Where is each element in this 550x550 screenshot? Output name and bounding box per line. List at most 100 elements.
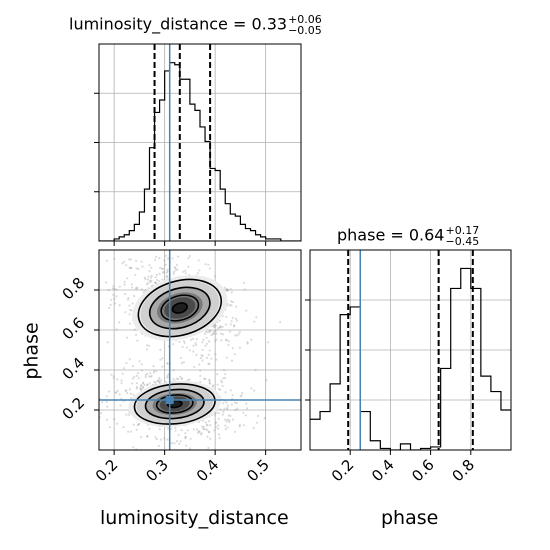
sample-point <box>137 377 140 380</box>
sample-point <box>246 341 249 344</box>
sample-point <box>146 282 150 285</box>
sample-point <box>138 360 141 363</box>
sample-point <box>140 436 143 439</box>
sample-point <box>96 396 98 398</box>
sample-point <box>173 266 176 269</box>
sample-point <box>141 246 143 248</box>
sample-point <box>222 410 225 413</box>
sample-point <box>182 270 185 273</box>
sample-point <box>165 229 167 231</box>
sample-point <box>152 371 155 374</box>
sample-point <box>159 438 162 441</box>
sample-point <box>121 262 124 265</box>
sample-point <box>121 372 124 375</box>
sample-point <box>101 401 104 404</box>
sample-point <box>111 287 114 290</box>
sample-point <box>221 333 225 336</box>
sample-point <box>123 260 126 263</box>
sample-point <box>267 341 270 344</box>
sample-point <box>196 272 199 275</box>
sample-point <box>144 277 147 281</box>
sample-point <box>125 336 128 339</box>
sample-point <box>189 447 192 450</box>
sample-point <box>149 375 152 378</box>
sample-point <box>136 423 139 427</box>
sample-point <box>238 423 241 427</box>
sample-point <box>235 401 238 405</box>
sample-point <box>180 362 183 365</box>
sample-point <box>131 382 134 385</box>
sample-point <box>184 432 187 435</box>
ph-title-lower-error: −0.45 <box>445 235 480 248</box>
sample-point <box>130 266 133 269</box>
sample-point <box>94 379 96 381</box>
sample-point <box>201 354 204 358</box>
sample-point <box>219 326 222 329</box>
sample-point <box>244 414 247 417</box>
sample-point <box>207 362 210 365</box>
sample-point <box>216 327 219 330</box>
sample-point <box>206 331 209 334</box>
sample-point <box>185 346 189 349</box>
sample-point <box>189 437 192 440</box>
sample-point <box>106 341 109 344</box>
sample-point <box>207 330 211 334</box>
sample-point <box>83 389 85 391</box>
sample-point <box>180 377 183 380</box>
sample-point <box>128 266 131 269</box>
sample-point <box>149 281 152 284</box>
sample-point <box>230 359 234 362</box>
sample-point <box>234 430 237 433</box>
sample-point <box>136 372 140 375</box>
sample-point <box>128 258 131 261</box>
sample-point <box>204 344 207 347</box>
sample-point <box>124 311 127 314</box>
sample-point <box>128 313 131 316</box>
sample-point <box>123 280 126 284</box>
sample-point <box>183 341 186 344</box>
sample-point <box>129 392 132 395</box>
sample-point <box>218 433 221 436</box>
sample-point <box>174 266 177 269</box>
sample-point <box>172 369 175 372</box>
sample-point <box>231 394 234 397</box>
sample-point <box>230 320 233 323</box>
sample-point <box>228 419 231 422</box>
sample-point <box>215 421 218 424</box>
sample-point <box>242 424 245 427</box>
sample-point <box>208 329 211 332</box>
sample-point <box>156 379 159 382</box>
sample-point <box>115 288 118 291</box>
sample-point <box>146 278 149 281</box>
sample-point <box>141 265 144 268</box>
sample-point <box>131 365 134 368</box>
sample-point <box>146 434 149 438</box>
sample-point <box>143 276 146 279</box>
sample-point <box>215 426 218 429</box>
sample-point <box>113 257 116 260</box>
sample-point <box>225 356 228 359</box>
contour-line <box>137 278 223 338</box>
sample-point <box>218 326 221 329</box>
sample-point <box>207 263 210 266</box>
x-tick-label: 0.5 <box>243 456 273 486</box>
sample-point <box>221 384 224 388</box>
sample-point <box>224 323 228 326</box>
sample-point <box>188 255 191 258</box>
ph-title-name: phase <box>337 225 386 245</box>
sample-point <box>155 281 158 285</box>
sample-point <box>114 391 118 394</box>
sample-point <box>208 267 212 270</box>
sample-point <box>224 424 227 427</box>
sample-point <box>203 377 206 380</box>
sample-point <box>142 386 145 389</box>
sample-point <box>158 381 161 384</box>
sample-point <box>145 348 148 351</box>
sample-point <box>279 321 282 324</box>
sample-point <box>202 425 206 428</box>
sample-point <box>177 378 180 381</box>
sample-point <box>250 338 253 341</box>
sample-point <box>140 288 144 291</box>
sample-point <box>179 375 182 378</box>
sample-point <box>118 304 121 307</box>
